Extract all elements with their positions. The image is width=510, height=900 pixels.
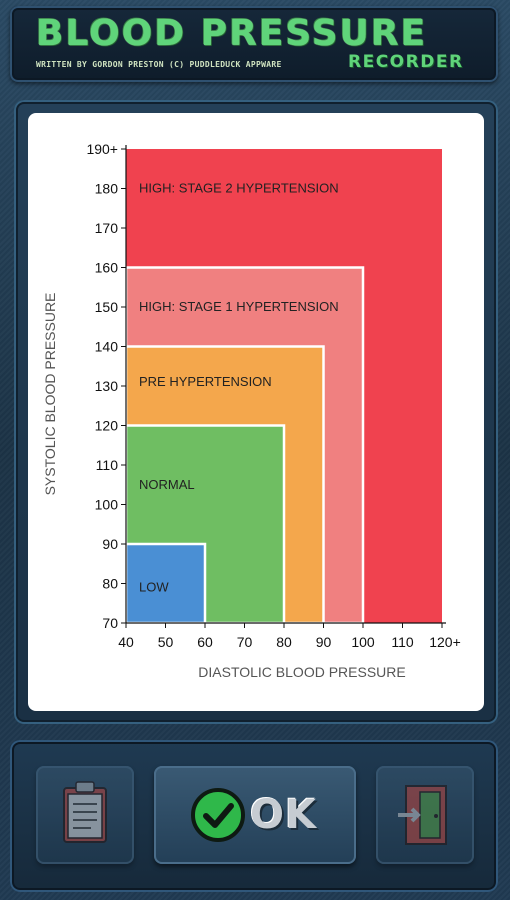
zone-label-2: PRE HYPERTENSION (139, 374, 272, 389)
x-tick-label: 60 (197, 634, 213, 650)
x-tick-label: 90 (316, 634, 332, 650)
zone-area-4 (124, 542, 207, 625)
y-tick-label: 140 (95, 339, 119, 355)
y-tick-label: 160 (95, 260, 119, 276)
y-tick-label: 170 (95, 220, 119, 236)
y-tick-label: 90 (102, 536, 118, 552)
y-tick-label: 100 (95, 497, 119, 513)
y-tick-label: 70 (102, 615, 118, 631)
x-tick-label: 70 (237, 634, 253, 650)
records-button[interactable] (36, 766, 134, 864)
zone-label-4: LOW (139, 579, 169, 594)
y-tick-label: 150 (95, 299, 119, 315)
clipboard-icon (63, 781, 107, 843)
ok-button[interactable]: OK (154, 766, 356, 864)
header-banner (10, 6, 498, 82)
x-tick-label: 50 (158, 634, 174, 650)
x-axis-title: DIASTOLIC BLOOD PRESSURE (198, 664, 405, 680)
y-tick-label: 110 (96, 457, 119, 473)
y-tick-label: 120 (95, 418, 119, 434)
chart-card: HIGH: STAGE 2 HYPERTENSION HIGH: STAGE 1 … (28, 113, 484, 711)
y-tick-label: 130 (95, 378, 119, 394)
exit-door-icon (398, 785, 447, 845)
y-tick-label: 80 (102, 576, 118, 592)
zone-label-0: HIGH: STAGE 2 HYPERTENSION (139, 181, 339, 196)
x-tick-label: 100 (351, 634, 375, 650)
x-tick-label: 40 (118, 634, 134, 650)
x-tick-label: 120+ (429, 634, 461, 650)
exit-button[interactable] (376, 766, 474, 864)
zone-label-3: NORMAL (139, 477, 195, 492)
app-subtitle: RECORDER (348, 52, 464, 72)
checkmark-icon (191, 788, 245, 842)
app-byline: WRITTEN BY GORDON PRESTON (C) PUDDLEDUCK… (36, 60, 282, 69)
y-axis-title: SYSTOLIC BLOOD PRESSURE (42, 293, 58, 496)
bp-chart: HIGH: STAGE 2 HYPERTENSION HIGH: STAGE 1 … (42, 141, 461, 680)
y-tick-label: 180 (95, 181, 119, 197)
zone-label-1: HIGH: STAGE 1 HYPERTENSION (139, 299, 339, 314)
x-tick-label: 110 (391, 634, 414, 650)
y-tick-label: 190+ (86, 141, 118, 157)
x-tick-label: 80 (276, 634, 292, 650)
ok-label: OK (250, 792, 317, 838)
app-title: BLOOD PRESSURE (36, 13, 428, 54)
